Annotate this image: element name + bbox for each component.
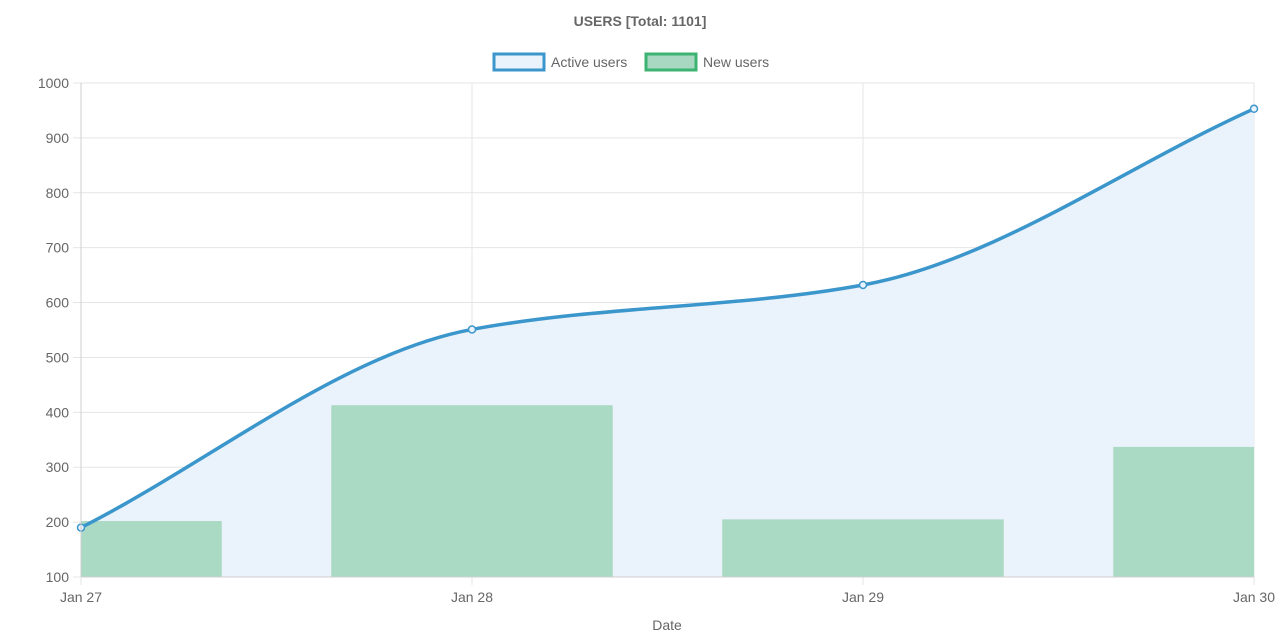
x-tick-label: Jan 28 [451, 589, 493, 605]
y-tick-label: 400 [46, 404, 70, 420]
y-tick-label: 500 [46, 349, 70, 365]
x-tick-label: Jan 30 [1233, 589, 1275, 605]
new-users-bar [722, 519, 1004, 577]
chart-axes [80, 83, 1254, 578]
y-tick-label: 800 [46, 185, 70, 201]
x-tick-label: Jan 29 [842, 589, 884, 605]
chart-legend: Active users New users [492, 52, 769, 72]
x-tick-label: Jan 27 [60, 589, 102, 605]
new-users-bar [1113, 446, 1254, 577]
y-tick-label: 100 [46, 569, 70, 585]
y-tick-label: 600 [46, 295, 70, 311]
legend-swatch-new-users [644, 52, 698, 72]
y-tick-label: 200 [46, 514, 70, 530]
active-users-point [1249, 104, 1259, 114]
active-users-fill [81, 108, 1254, 577]
legend-item-new-users[interactable]: New users [644, 52, 769, 72]
active-users-point [467, 325, 477, 334]
y-tick-label: 700 [46, 240, 70, 256]
y-tick-label: 1000 [38, 75, 69, 91]
y-tick-label: 300 [46, 459, 70, 475]
active-users-line [80, 107, 1255, 530]
new-users-bars [81, 405, 1254, 577]
y-tick-label: 900 [46, 130, 70, 146]
legend-swatch-active-users [492, 52, 546, 72]
new-users-bar [81, 521, 222, 577]
new-users-bar [331, 405, 613, 577]
y-axis-ticks: 100 200 300 400 500 600 700 800 900 1000 [38, 75, 69, 585]
active-users-area [81, 108, 1254, 577]
active-users-point [858, 280, 868, 290]
legend-label-new-users: New users [703, 54, 769, 70]
legend-label-active-users: Active users [551, 54, 627, 70]
legend-item-active-users[interactable]: Active users [492, 52, 627, 72]
x-axis-ticks: Jan 27 Jan 28 Jan 29 Jan 30 [60, 589, 1275, 605]
x-axis-label: Date [652, 617, 682, 633]
chart-title: USERS [Total: 1101] [574, 13, 707, 29]
